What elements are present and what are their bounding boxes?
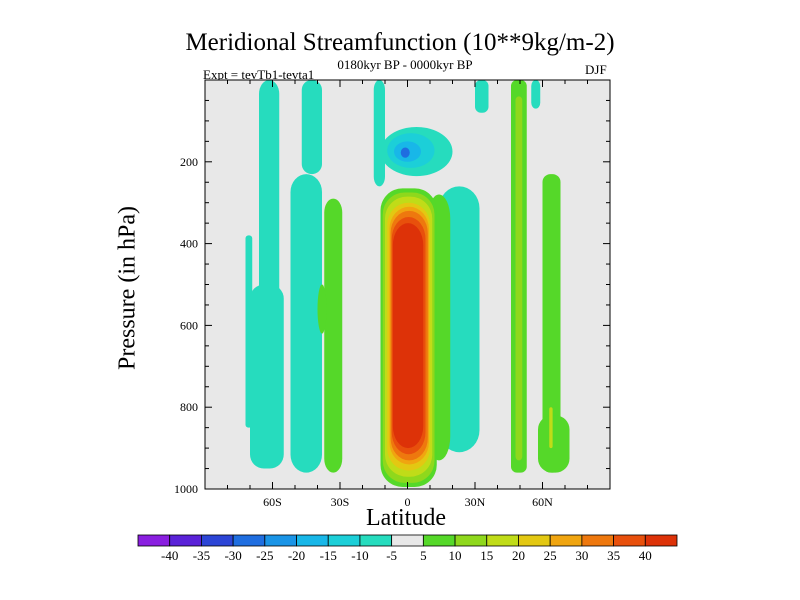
- y-tick-label: 200: [180, 155, 198, 169]
- equatorial-cell-shell-7: [392, 223, 424, 449]
- x-axis-label: Latitude: [366, 505, 446, 531]
- colorbar-swatch: [327, 534, 361, 547]
- high-lat-positive-core: [549, 407, 553, 449]
- colorbar-swatch: [201, 534, 234, 547]
- colorbar-label: -5: [386, 548, 397, 563]
- colorbar-swatch: [359, 534, 393, 547]
- colorbar-label: 35: [607, 548, 620, 563]
- colorbar-label: 25: [544, 548, 557, 563]
- chart-subtitle-period: 0180kyr BP - 0000kyr BP: [337, 57, 473, 72]
- x-tick-label: 0: [405, 495, 411, 509]
- colorbar-swatch: [581, 534, 614, 547]
- colorbar-swatch: [518, 534, 551, 547]
- x-tick-label: 30S: [331, 495, 350, 509]
- x-tick-label: 60S: [263, 495, 282, 509]
- y-tick-label: 800: [180, 400, 198, 414]
- colorbar-swatch: [422, 534, 456, 547]
- y-tick-label: 1000: [174, 482, 198, 496]
- y-tick-label: 600: [180, 318, 198, 332]
- colorbar-swatch: [169, 534, 202, 547]
- colorbar-label: 15: [480, 548, 493, 563]
- chart-title: Meridional Streamfunction (10**9kg/m-2): [185, 29, 615, 56]
- colorbar-label: 5: [420, 548, 427, 563]
- colorbar-label: -30: [224, 548, 241, 563]
- colorbar-swatch: [391, 534, 424, 547]
- colorbar-swatch: [137, 534, 171, 547]
- colorbar-swatch: [486, 534, 519, 547]
- southern-negative-band-thin: [245, 235, 253, 428]
- colorbar-label: 40: [639, 548, 652, 563]
- chart-subtitle-experiment: Expt = tevTb1-tevta1: [203, 67, 315, 82]
- colorbar-label: -35: [193, 548, 210, 563]
- colorbar-label: 20: [512, 548, 525, 563]
- northern-negative-top: [475, 80, 489, 113]
- colorbar-swatch: [454, 534, 488, 547]
- colorbar-label: 10: [449, 548, 462, 563]
- colorbar-swatch: [549, 534, 583, 547]
- colorbar-label: -15: [320, 548, 337, 563]
- colorbar-label: -20: [288, 548, 305, 563]
- high-lat-positive-band: [542, 174, 561, 473]
- high-lat-positive-foot: [538, 415, 570, 473]
- colorbar-swatch: [296, 534, 329, 547]
- colorbar-label: -10: [351, 548, 368, 563]
- southern-positive-band: [324, 198, 343, 473]
- subtropical-negative-patch: [373, 80, 385, 187]
- southern-negative-band-lower: [250, 284, 284, 469]
- northern-positive-core: [515, 96, 523, 461]
- southern-midlat-negative-lower: [290, 174, 322, 473]
- colorbar-label: 30: [575, 548, 588, 563]
- y-tick-label: 400: [180, 237, 198, 251]
- southern-midlat-negative: [301, 80, 322, 175]
- high-lat-negative-strip: [531, 80, 541, 109]
- upper-negative-core: [400, 147, 410, 158]
- colorbar-swatch: [264, 534, 297, 547]
- colorbar-label: -40: [161, 548, 178, 563]
- colorbar-swatch: [644, 534, 678, 547]
- x-tick-label: 60N: [532, 495, 553, 509]
- chart-subtitle-season: DJF: [585, 62, 607, 77]
- colorbar-label: -25: [256, 548, 273, 563]
- colorbar-swatch: [232, 534, 266, 547]
- southern-positive-patch: [317, 284, 327, 334]
- x-tick-label: 30N: [465, 495, 486, 509]
- colorbar-swatch: [613, 534, 646, 547]
